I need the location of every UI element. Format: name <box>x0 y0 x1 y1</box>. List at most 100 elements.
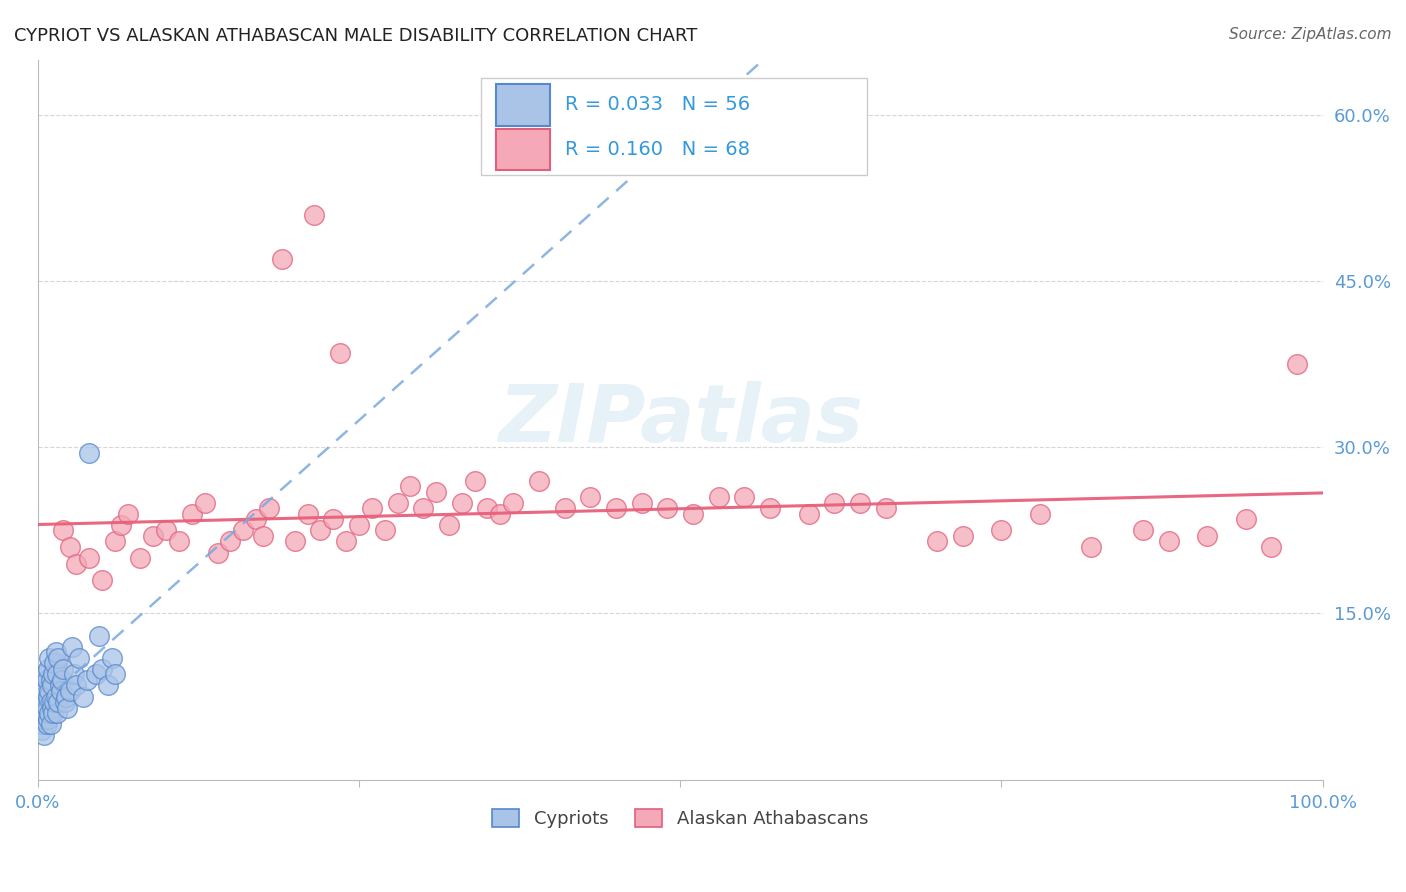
Point <box>502 496 524 510</box>
Point <box>31 723 53 737</box>
Point <box>734 490 756 504</box>
Point <box>37 684 59 698</box>
Point <box>207 545 229 559</box>
Point <box>245 512 267 526</box>
Point <box>1132 524 1154 538</box>
Point <box>464 474 486 488</box>
Point <box>38 650 60 665</box>
Point <box>104 534 127 549</box>
Point <box>30 678 52 692</box>
Point <box>1157 534 1180 549</box>
Point <box>952 529 974 543</box>
Point <box>450 496 472 510</box>
Text: R = 0.160   N = 68: R = 0.160 N = 68 <box>565 140 749 159</box>
Point <box>32 712 55 726</box>
Point <box>46 706 69 720</box>
Point <box>53 695 76 709</box>
Point <box>62 667 84 681</box>
Point <box>232 524 254 538</box>
Point <box>219 534 242 549</box>
Point <box>270 252 292 266</box>
Point <box>927 534 949 549</box>
Point <box>35 673 58 687</box>
Point <box>55 690 77 704</box>
Point <box>110 517 132 532</box>
Point <box>59 540 82 554</box>
Point <box>759 501 782 516</box>
Point <box>37 690 59 704</box>
Point <box>77 551 100 566</box>
Point <box>167 534 190 549</box>
Point <box>682 507 704 521</box>
Point <box>387 496 409 510</box>
Point <box>45 690 67 704</box>
Point <box>67 650 90 665</box>
Point <box>39 717 62 731</box>
Point <box>489 507 512 521</box>
Point <box>42 706 65 720</box>
Point <box>34 706 56 720</box>
Point <box>797 507 820 521</box>
Point <box>39 673 62 687</box>
Point <box>44 695 66 709</box>
Point <box>579 490 602 504</box>
Point <box>56 700 79 714</box>
Point <box>554 501 576 516</box>
Point <box>875 501 897 516</box>
Point <box>44 657 66 671</box>
Point <box>1080 540 1102 554</box>
Point <box>38 706 60 720</box>
Point <box>252 529 274 543</box>
Point <box>35 717 58 731</box>
Point <box>284 534 307 549</box>
Point <box>31 717 53 731</box>
Point <box>360 501 382 516</box>
Point <box>46 695 69 709</box>
Point <box>45 645 67 659</box>
Point <box>46 650 69 665</box>
Point <box>374 524 396 538</box>
Point <box>104 667 127 681</box>
Point <box>35 700 58 714</box>
Point <box>194 496 217 510</box>
Point <box>1260 540 1282 554</box>
Point <box>630 496 652 510</box>
Point <box>65 678 87 692</box>
Point <box>32 695 55 709</box>
Point <box>34 667 56 681</box>
Point <box>32 728 55 742</box>
Point <box>91 662 114 676</box>
Point <box>335 534 357 549</box>
Point <box>117 507 139 521</box>
Point <box>46 657 69 671</box>
Point <box>527 474 550 488</box>
Point <box>77 446 100 460</box>
Point <box>89 629 111 643</box>
Point <box>707 490 730 504</box>
Text: CYPRIOT VS ALASKAN ATHABASCAN MALE DISABILITY CORRELATION CHART: CYPRIOT VS ALASKAN ATHABASCAN MALE DISAB… <box>14 27 697 45</box>
Point <box>477 501 499 516</box>
Point <box>42 667 65 681</box>
Point <box>849 496 872 510</box>
Point <box>59 684 82 698</box>
Point <box>1286 357 1309 371</box>
Point <box>34 684 56 698</box>
Point <box>51 673 73 687</box>
Point <box>52 524 75 538</box>
Point <box>1029 507 1052 521</box>
Text: Source: ZipAtlas.com: Source: ZipAtlas.com <box>1229 27 1392 42</box>
Point <box>84 667 107 681</box>
Point <box>823 496 845 510</box>
Point <box>37 712 59 726</box>
Point <box>257 501 280 516</box>
Point <box>76 673 98 687</box>
Point <box>101 650 124 665</box>
Point <box>97 678 120 692</box>
Point <box>72 690 94 704</box>
Point <box>309 524 332 538</box>
Point <box>31 706 53 720</box>
FancyBboxPatch shape <box>496 84 550 126</box>
Point <box>46 667 69 681</box>
Point <box>437 517 460 532</box>
Point <box>49 684 72 698</box>
